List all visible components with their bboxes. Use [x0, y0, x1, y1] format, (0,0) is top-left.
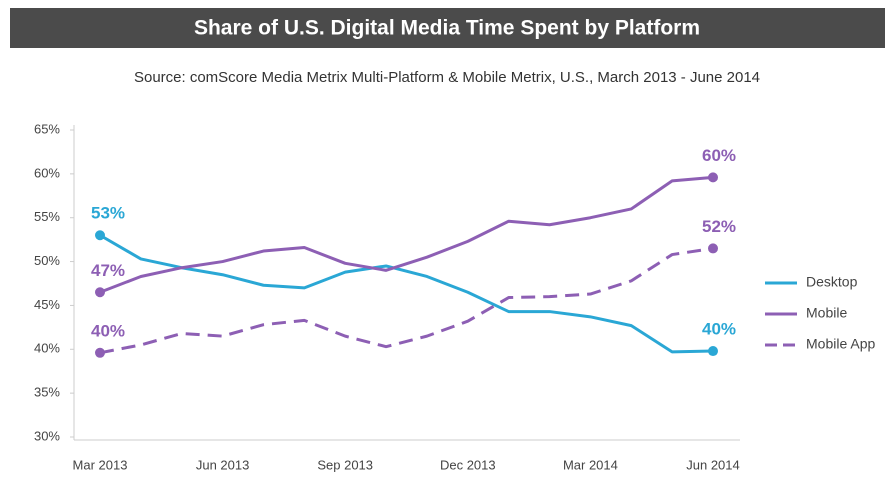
- y-tick-label: 45%: [34, 297, 60, 312]
- series-line: [99, 246, 714, 355]
- x-tick-label: Mar 2013: [73, 457, 128, 472]
- x-tick-label: Dec 2013: [440, 457, 496, 472]
- data-label: 60%: [702, 146, 736, 165]
- point-marker: [708, 172, 718, 183]
- data-label: 47%: [91, 261, 125, 280]
- point-marker: [95, 347, 105, 358]
- legend-label: Mobile App: [806, 336, 875, 352]
- x-tick-label: Mar 2014: [563, 457, 618, 472]
- point-marker: [95, 287, 105, 298]
- series-line: [99, 175, 714, 294]
- legend-label: Mobile: [806, 305, 847, 321]
- y-tick-label: 35%: [34, 385, 60, 400]
- chart-title: Share of U.S. Digital Media Time Spent b…: [194, 17, 700, 40]
- data-label: 52%: [702, 217, 736, 236]
- x-tick-label: Jun 2014: [686, 457, 740, 472]
- x-tick-label: Sep 2013: [317, 457, 373, 472]
- series-line: [99, 233, 714, 354]
- y-tick-label: 30%: [34, 428, 60, 443]
- data-label: 53%: [91, 204, 125, 223]
- chart-subtitle: Source: comScore Media Metrix Multi-Plat…: [134, 69, 760, 86]
- y-tick-label: 55%: [34, 209, 60, 224]
- y-tick-label: 50%: [34, 253, 60, 268]
- legend-label: Desktop: [806, 274, 858, 290]
- data-label: 40%: [91, 321, 125, 340]
- point-marker: [708, 346, 718, 357]
- point-marker: [708, 243, 718, 254]
- x-tick-label: Jun 2013: [196, 457, 250, 472]
- y-tick-label: 60%: [34, 165, 60, 180]
- title-bar: [10, 8, 885, 48]
- data-label: 40%: [702, 320, 736, 339]
- y-tick-label: 40%: [34, 341, 60, 356]
- y-tick-label: 65%: [34, 121, 60, 136]
- point-marker: [95, 230, 105, 241]
